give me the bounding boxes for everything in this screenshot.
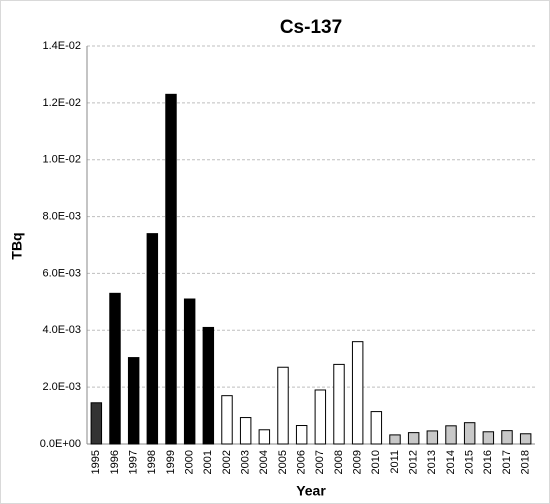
- y-tick-label: 4.0E-03: [42, 324, 81, 336]
- bar: [351, 341, 364, 445]
- y-tick-label: 1.2E-02: [42, 97, 81, 109]
- x-tick-label: 2017: [501, 450, 513, 474]
- x-tick-label: 2008: [333, 450, 345, 474]
- x-tick-label: 2012: [408, 450, 420, 474]
- bar: [445, 425, 457, 445]
- chart-title: Cs-137: [280, 17, 342, 38]
- bar: [482, 431, 495, 445]
- x-tick-label: 2007: [314, 450, 326, 474]
- x-tick-label: 2013: [426, 450, 438, 474]
- bar: [407, 432, 420, 445]
- bar: [333, 363, 345, 445]
- bar: [389, 434, 401, 445]
- bar: [519, 433, 532, 445]
- x-tick-label: 1999: [165, 450, 177, 474]
- x-tick-label: 2002: [221, 450, 233, 474]
- y-axis-label: TBq: [9, 232, 25, 259]
- bar: [90, 402, 103, 445]
- x-tick-label: 2004: [258, 450, 270, 474]
- bar: [202, 326, 215, 445]
- bar: [314, 389, 327, 445]
- x-tick-label: 2009: [352, 450, 364, 474]
- x-tick-label: 1995: [90, 450, 102, 474]
- y-tick-label: 0.0E+00: [40, 438, 81, 450]
- bar: [426, 430, 439, 445]
- x-tick-label: 2015: [464, 450, 476, 474]
- x-tick-label: 2011: [389, 450, 401, 474]
- bar: [463, 422, 476, 445]
- y-tick-label: 6.0E-03: [42, 267, 81, 279]
- bar: [277, 366, 289, 445]
- bar: [146, 233, 159, 445]
- x-tick-label: 1996: [109, 450, 121, 474]
- bar: [183, 298, 196, 445]
- bar: [127, 357, 140, 445]
- x-tick-label: 2006: [296, 450, 308, 474]
- y-tick-label: 1.0E-02: [42, 154, 81, 166]
- x-tick-label: 2018: [520, 450, 532, 474]
- x-tick-label: 2001: [202, 450, 214, 474]
- bar: [501, 430, 513, 445]
- x-tick-label: 2010: [370, 450, 382, 474]
- y-tick-label: 1.4E-02: [42, 40, 81, 52]
- bar: [221, 395, 233, 445]
- y-tick-label: 2.0E-03: [42, 381, 81, 393]
- x-tick-label: 2016: [482, 450, 494, 474]
- x-tick-label: 1998: [146, 450, 158, 474]
- x-axis-label: Year: [296, 483, 326, 499]
- bar: [109, 292, 121, 445]
- x-tick-label: 2000: [184, 450, 196, 474]
- x-tick-label: 1997: [128, 450, 140, 474]
- y-tick-label: 8.0E-03: [42, 210, 81, 222]
- x-tick-label: 2005: [277, 450, 289, 474]
- bar: [165, 93, 177, 445]
- bar: [239, 417, 252, 445]
- x-tick-label: 2003: [240, 450, 252, 474]
- bar: [370, 411, 383, 445]
- bar: [295, 425, 308, 445]
- x-tick-label: 2014: [445, 450, 457, 474]
- bar: [258, 429, 271, 445]
